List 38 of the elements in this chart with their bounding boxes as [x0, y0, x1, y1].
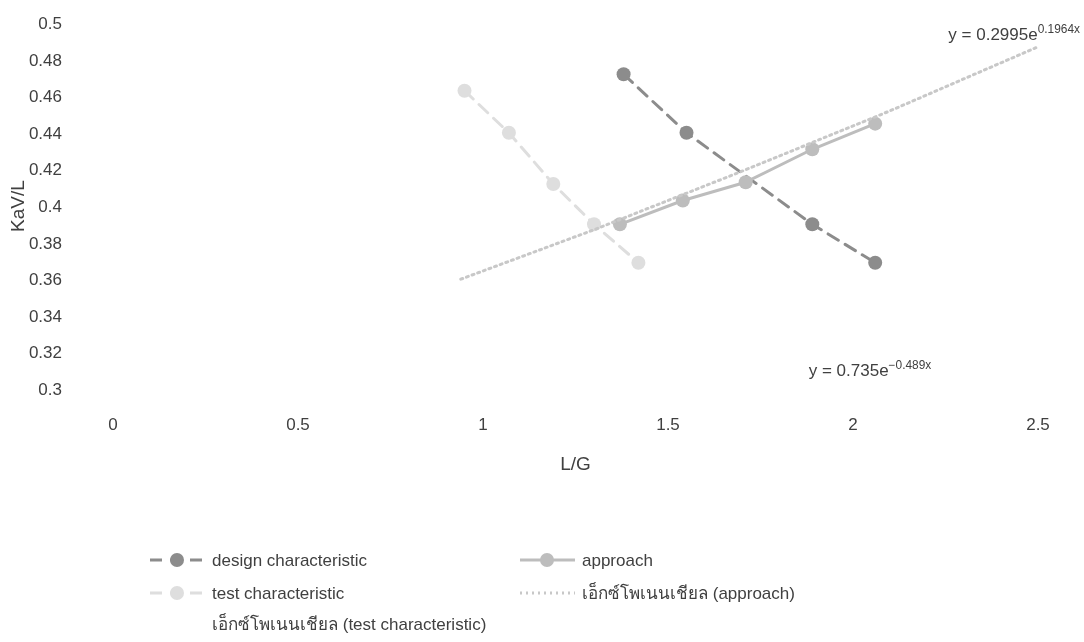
- annotation: y = 0.735e$^{−0.489x}$: [808, 358, 932, 380]
- y-axis-title: KaV/L: [7, 180, 28, 232]
- y-tick-label: 0.44: [28, 123, 62, 143]
- point: [805, 142, 820, 157]
- x-tick-label: 0: [108, 415, 118, 434]
- annotation: y = 0.2995e$^{0.1964x}$: [948, 22, 1081, 44]
- point: [805, 217, 820, 232]
- y-tick-label: 0.32: [28, 343, 62, 363]
- y-tick-label: 0.36: [28, 270, 62, 290]
- x-tick-label: 2: [848, 415, 858, 434]
- y-tick-label: 0.3: [38, 380, 62, 399]
- point: [868, 255, 883, 270]
- x-tick-label: 1.5: [656, 415, 680, 434]
- point: [501, 125, 516, 140]
- point: [631, 255, 646, 270]
- x-tick-label: 1: [478, 415, 488, 434]
- point: [679, 125, 694, 140]
- y-tick-label: 0.38: [28, 233, 62, 253]
- y-tick-label: 0.34: [28, 306, 62, 326]
- point: [457, 83, 472, 98]
- line-series: [459, 45, 1040, 281]
- x-axis-title: L/G: [560, 453, 591, 474]
- point: [546, 177, 561, 192]
- text: เอ็กซ์โพเนนเชียล (test characteristic): [212, 613, 487, 634]
- y-tick-label: 0.5: [38, 14, 62, 33]
- y-tick-label: 0.46: [28, 87, 62, 107]
- legend-label: design characteristic: [212, 551, 368, 570]
- y-tick-label: 0.42: [28, 160, 62, 180]
- y-tick-label: 0.48: [28, 50, 62, 70]
- legend-label: เอ็กซ์โพเนนเชียล (approach): [582, 582, 795, 603]
- x-tick-label: 2.5: [1026, 415, 1050, 434]
- point: [616, 67, 631, 82]
- legend-label: approach: [582, 551, 653, 570]
- legend-label: test characteristic: [212, 584, 345, 603]
- x-tick-label: 0.5: [286, 415, 310, 434]
- point: [868, 116, 883, 131]
- point: [738, 175, 753, 190]
- y-tick-label: 0.4: [38, 197, 62, 216]
